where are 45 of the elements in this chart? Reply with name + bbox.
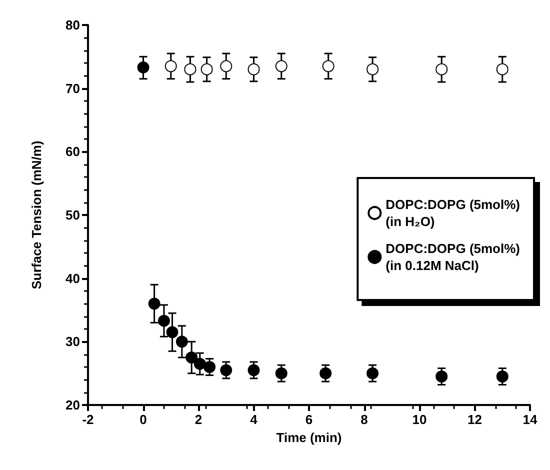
x-tick-label: 4 [250, 412, 258, 427]
point [186, 352, 198, 364]
point [137, 61, 150, 74]
point [320, 367, 332, 380]
y-tick-label: 60 [66, 144, 80, 160]
x-tick-label: -2 [82, 412, 94, 427]
point [166, 326, 178, 338]
point [436, 63, 448, 76]
x-tick-label: 6 [305, 412, 313, 427]
point [275, 60, 288, 72]
x-axis-title: Time (min) [276, 430, 342, 445]
point [322, 60, 334, 72]
y-tick-label: 80 [66, 18, 80, 32]
point [176, 336, 188, 348]
y-tick-label: 50 [66, 208, 80, 222]
point [436, 370, 448, 382]
point [248, 63, 260, 76]
point [158, 314, 170, 327]
point [496, 63, 508, 76]
x-tick-label: 8 [360, 412, 368, 427]
point [204, 361, 216, 373]
x-tick-label: 10 [412, 412, 427, 427]
x-tick-label: 14 [522, 412, 538, 427]
point [164, 60, 177, 72]
point [184, 63, 196, 76]
x-tick-label: 12 [468, 412, 482, 427]
point [220, 60, 232, 72]
x-tick-label: 0 [140, 412, 147, 427]
point [496, 370, 508, 382]
point [248, 364, 260, 376]
point [366, 63, 379, 76]
point [148, 298, 160, 310]
y-tick-label: 20 [66, 398, 80, 412]
y-tick-label: 70 [66, 80, 80, 96]
point [366, 367, 379, 380]
point [200, 63, 213, 76]
x-tick-label: 2 [194, 412, 202, 427]
y-tick-label: 30 [66, 334, 80, 350]
point [220, 364, 232, 376]
point [275, 367, 288, 380]
y-tick-label: 40 [66, 270, 80, 286]
legend-label: DOPC:DOPG (5mol%) (in 0.12M NaCl) [386, 241, 520, 273]
y-axis-title: Surface Tension (mN/m) [29, 140, 44, 290]
point [194, 358, 206, 370]
legend-label: DOPC:DOPG (5mol%) (in H₂O) [386, 197, 520, 229]
